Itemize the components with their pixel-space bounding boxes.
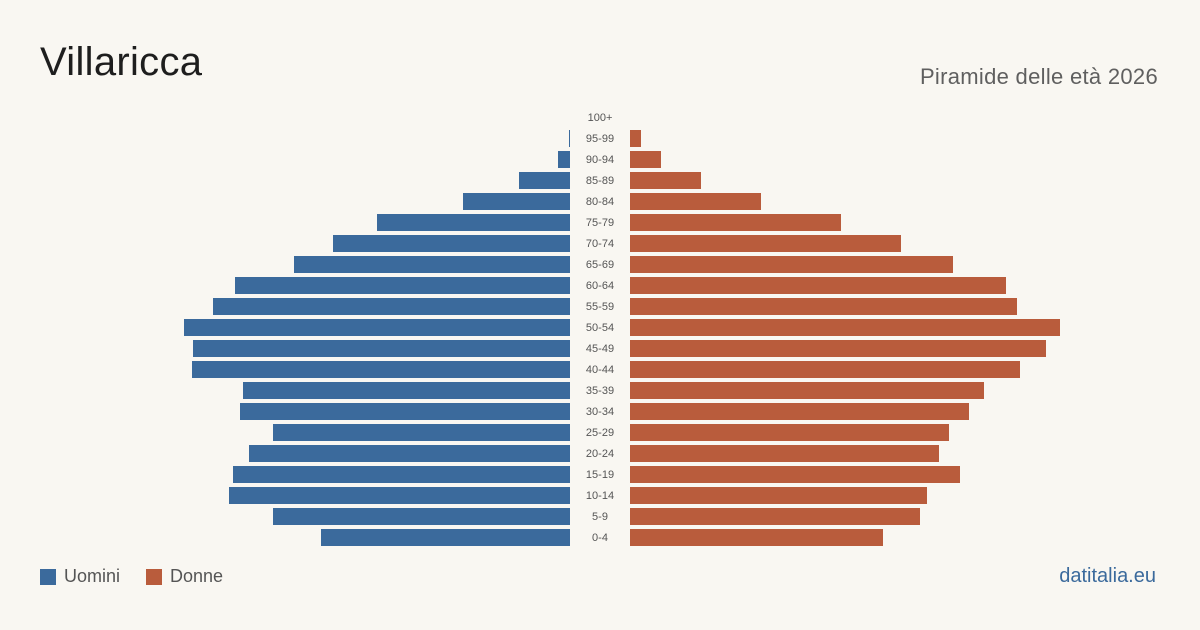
age-group-label: 100+ xyxy=(588,112,613,124)
bar-men-50-54 xyxy=(184,319,570,336)
age-group-label: 45-49 xyxy=(586,343,614,355)
bar-men-40-44 xyxy=(192,361,570,378)
bar-women-50-54 xyxy=(630,319,1060,336)
bar-women-70-74 xyxy=(630,235,901,252)
bar-women-55-59 xyxy=(630,298,1017,315)
bar-women-95-99 xyxy=(630,130,641,147)
bar-men-65-69 xyxy=(294,256,570,273)
age-group-label: 30-34 xyxy=(586,406,614,418)
bar-men-55-59 xyxy=(213,298,570,315)
bar-men-15-19 xyxy=(233,466,570,483)
age-group-label: 85-89 xyxy=(586,175,614,187)
age-group-label: 80-84 xyxy=(586,196,614,208)
bar-women-40-44 xyxy=(630,361,1020,378)
age-group-label: 20-24 xyxy=(586,448,614,460)
age-group-label: 40-44 xyxy=(586,364,614,376)
age-group-label: 15-19 xyxy=(586,469,614,481)
brand-link[interactable]: datitalia.eu xyxy=(1059,565,1156,587)
bar-men-0-4 xyxy=(321,529,570,546)
legend-label-men: Uomini xyxy=(64,566,121,586)
bar-women-75-79 xyxy=(630,214,841,231)
bar-women-80-84 xyxy=(630,193,761,210)
age-group-label: 10-14 xyxy=(586,490,614,502)
age-group-label: 0-4 xyxy=(592,532,608,544)
bar-men-85-89 xyxy=(519,172,570,189)
age-group-label: 95-99 xyxy=(586,133,614,145)
age-group-label: 90-94 xyxy=(586,154,614,166)
bar-men-10-14 xyxy=(229,487,570,504)
chart-legend: Uomini Donne xyxy=(40,566,249,587)
bar-women-90-94 xyxy=(630,151,661,168)
bar-men-80-84 xyxy=(463,193,570,210)
bar-men-90-94 xyxy=(558,151,570,168)
chart-title: Villaricca xyxy=(40,40,203,84)
bar-women-35-39 xyxy=(630,382,984,399)
age-group-label: 5-9 xyxy=(592,511,608,523)
age-group-label: 50-54 xyxy=(586,322,614,334)
bar-men-30-34 xyxy=(240,403,570,420)
age-group-label: 60-64 xyxy=(586,280,614,292)
legend-swatch-men xyxy=(40,568,56,585)
age-group-label: 55-59 xyxy=(586,301,614,313)
bar-women-45-49 xyxy=(630,340,1046,357)
bar-men-35-39 xyxy=(243,382,570,399)
bar-women-0-4 xyxy=(630,529,883,546)
bar-men-25-29 xyxy=(273,424,570,441)
bar-women-15-19 xyxy=(630,466,960,483)
bar-men-20-24 xyxy=(249,445,570,462)
bar-women-5-9 xyxy=(630,508,920,525)
legend-swatch-women xyxy=(146,568,163,585)
age-group-label: 65-69 xyxy=(586,259,614,271)
bar-men-5-9 xyxy=(273,508,570,525)
chart-subtitle: Piramide delle età 2026 xyxy=(919,64,1158,89)
bar-women-60-64 xyxy=(630,277,1006,294)
bar-men-45-49 xyxy=(193,340,570,357)
bar-women-85-89 xyxy=(630,172,701,189)
legend-item-women: Donne xyxy=(146,566,223,587)
legend-label-women: Donne xyxy=(170,566,224,586)
bar-women-65-69 xyxy=(630,256,953,273)
bar-men-95-99 xyxy=(569,130,570,147)
bar-women-10-14 xyxy=(630,487,927,504)
bar-women-20-24 xyxy=(630,445,939,462)
bar-women-25-29 xyxy=(630,424,949,441)
age-group-label: 35-39 xyxy=(586,385,614,397)
age-group-label: 70-74 xyxy=(586,238,614,250)
bar-women-30-34 xyxy=(630,403,969,420)
bar-men-70-74 xyxy=(333,235,570,252)
legend-item-men: Uomini xyxy=(40,566,120,587)
bar-men-60-64 xyxy=(235,277,570,294)
bar-men-75-79 xyxy=(377,214,570,231)
age-group-label: 25-29 xyxy=(586,427,614,439)
age-group-label: 75-79 xyxy=(586,217,614,229)
